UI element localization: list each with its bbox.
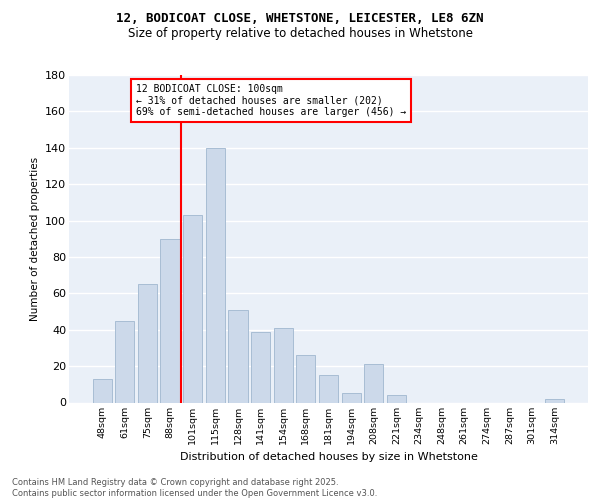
Text: 12 BODICOAT CLOSE: 100sqm
← 31% of detached houses are smaller (202)
69% of semi: 12 BODICOAT CLOSE: 100sqm ← 31% of detac… [136,84,406,117]
Text: Size of property relative to detached houses in Whetstone: Size of property relative to detached ho… [128,28,473,40]
Bar [206,148,225,403]
Bar [341,394,361,402]
X-axis label: Distribution of detached houses by size in Whetstone: Distribution of detached houses by size … [179,452,478,462]
Bar [92,379,112,402]
Bar [115,320,134,402]
Bar [274,328,293,402]
Bar [138,284,157,403]
Bar [183,215,202,402]
Bar [251,332,270,402]
Bar [229,310,248,402]
Bar [364,364,383,403]
Text: 12, BODICOAT CLOSE, WHETSTONE, LEICESTER, LE8 6ZN: 12, BODICOAT CLOSE, WHETSTONE, LEICESTER… [116,12,484,26]
Bar [545,399,565,402]
Bar [160,239,180,402]
Y-axis label: Number of detached properties: Number of detached properties [29,156,40,321]
Bar [387,395,406,402]
Bar [296,355,316,403]
Text: Contains HM Land Registry data © Crown copyright and database right 2025.
Contai: Contains HM Land Registry data © Crown c… [12,478,377,498]
Bar [319,375,338,402]
